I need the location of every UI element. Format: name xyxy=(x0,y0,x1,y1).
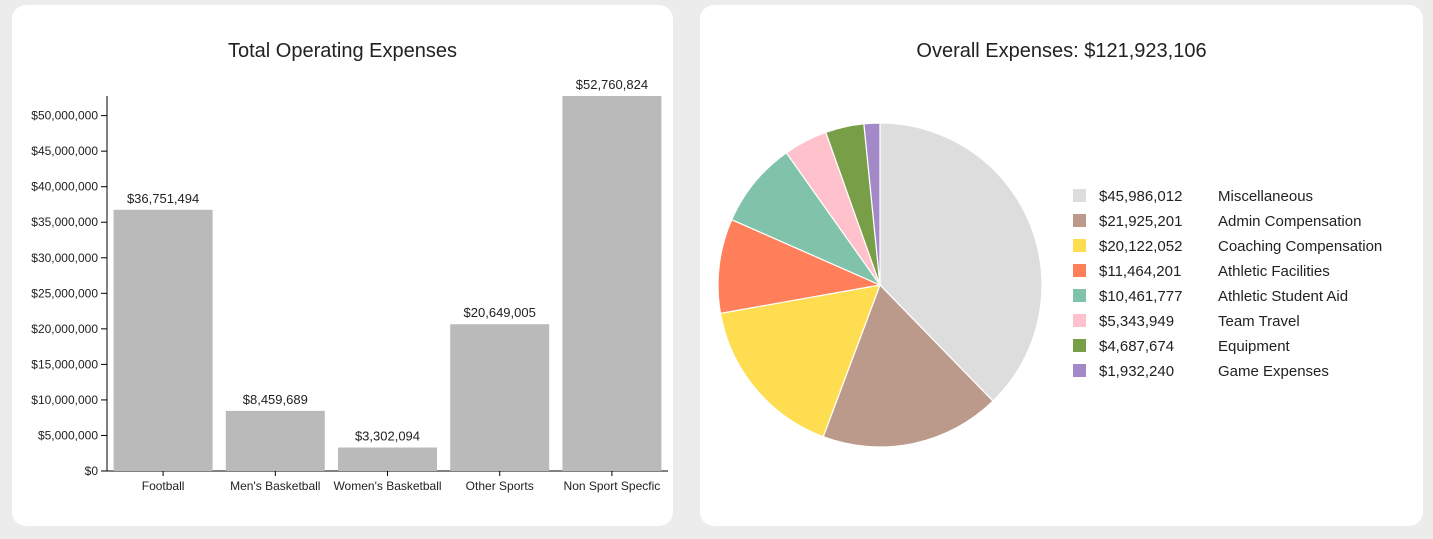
legend-swatch xyxy=(1073,314,1086,327)
bar-chart: $0 $5,000,000 $10,000,000 $15,000,000 $20,00… xyxy=(31,77,668,493)
y-tick-label: $10,000,000 xyxy=(31,393,98,407)
legend-amount: $1,932,240 xyxy=(1099,363,1175,380)
legend-label: Admin Compensation xyxy=(1218,213,1362,230)
legend-swatch xyxy=(1073,289,1086,302)
legend-amount: $4,687,674 xyxy=(1099,338,1175,355)
legend-amount: $45,986,012 xyxy=(1099,188,1183,205)
y-tick-label: $0 xyxy=(85,464,99,478)
bar xyxy=(225,410,325,471)
y-tick-label: $30,000,000 xyxy=(31,251,98,265)
y-tick-label: $5,000,000 xyxy=(38,428,98,442)
bar-value-label: $36,751,494 xyxy=(127,191,199,206)
legend-amount: $5,343,949 xyxy=(1099,313,1175,330)
pie-chart xyxy=(717,122,1043,448)
bar-value-label: $52,760,824 xyxy=(576,77,648,92)
bar xyxy=(562,96,662,471)
legend-swatch xyxy=(1073,264,1086,277)
legend-amount: $21,925,201 xyxy=(1099,213,1183,230)
legend-label: Equipment xyxy=(1218,338,1290,355)
pie-slice xyxy=(719,284,881,438)
pie-slice xyxy=(863,122,881,286)
pie-slice xyxy=(717,218,883,315)
pie-chart-title: Overall Expenses: $121,923,106 xyxy=(916,40,1207,62)
legend-swatch xyxy=(1073,239,1086,252)
y-tick-label: $40,000,000 xyxy=(31,180,98,194)
legend-swatch xyxy=(1073,189,1086,202)
pie-slice xyxy=(730,151,882,287)
legend-label: Athletic Student Aid xyxy=(1218,288,1349,305)
x-tick-label: Men's Basketball xyxy=(230,479,320,493)
legend-amount: $10,461,777 xyxy=(1099,288,1183,305)
y-tick-label: $35,000,000 xyxy=(31,215,98,229)
bar-chart-title: Total Operating Expenses xyxy=(227,40,458,62)
legend-swatch xyxy=(1073,339,1086,352)
y-tick-label: $45,000,000 xyxy=(31,144,98,158)
legend-swatch xyxy=(1073,214,1086,227)
legend-swatch xyxy=(1073,364,1086,377)
x-tick-label: Football xyxy=(142,479,185,493)
y-tick-label: $25,000,000 xyxy=(31,286,98,300)
x-tick-label: Non Sport Specfic xyxy=(564,479,661,493)
bar-value-label: $3,302,094 xyxy=(355,429,420,444)
legend-label: Coaching Compensation xyxy=(1218,238,1383,255)
x-tick-label: Other Sports xyxy=(466,479,534,493)
pie-slice xyxy=(879,122,1043,402)
legend-label: Athletic Facilities xyxy=(1218,263,1330,280)
pie-chart-panel: Overall Expenses: $121,923,106 $45,986,0… xyxy=(700,5,1423,526)
bar xyxy=(338,447,437,471)
bar xyxy=(113,209,213,471)
legend-label: Miscellaneous xyxy=(1218,188,1314,205)
legend-label: Team Travel xyxy=(1218,313,1300,330)
legend-amount: $20,122,052 xyxy=(1099,238,1183,255)
pie-slice xyxy=(822,283,994,448)
x-tick-label: Women's Basketball xyxy=(333,479,441,493)
bar xyxy=(450,324,550,471)
legend-amount: $11,464,201 xyxy=(1099,263,1182,280)
bar-chart-panel: Total Operating Expenses $0 $5,000,000 $10… xyxy=(12,5,673,526)
y-tick-label: $15,000,000 xyxy=(31,357,98,371)
bar-value-label: $20,649,005 xyxy=(464,305,536,320)
y-tick-label: $50,000,000 xyxy=(31,109,98,123)
bar-value-label: $8,459,689 xyxy=(243,392,308,407)
y-tick-label: $20,000,000 xyxy=(31,322,98,336)
legend-label: Game Expenses xyxy=(1218,363,1329,380)
